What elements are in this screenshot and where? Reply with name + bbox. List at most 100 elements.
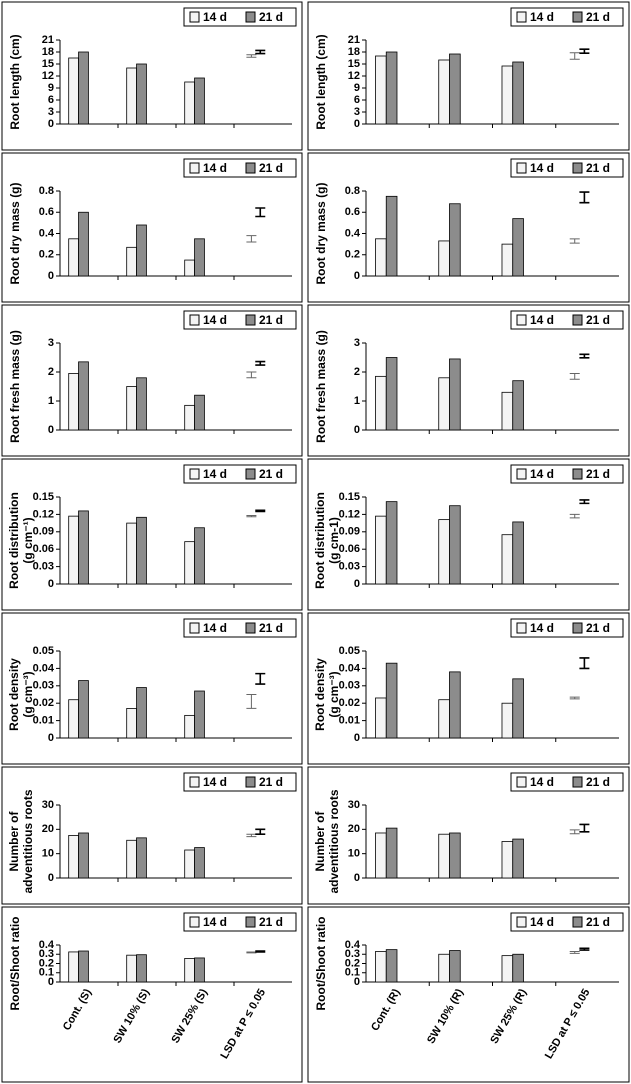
y-tick-label: 0.6 <box>345 206 360 218</box>
legend-swatch <box>245 11 256 23</box>
y-tick-label: 0.03 <box>339 680 360 692</box>
panel-border <box>307 612 630 765</box>
y-tick-label: 0.06 <box>33 543 54 555</box>
bar <box>136 516 147 585</box>
y-axis-label: adventitious roots <box>21 789 35 893</box>
legend-swatch <box>572 162 583 174</box>
bar <box>68 57 79 125</box>
legend-swatch <box>516 776 527 788</box>
bar <box>184 404 195 431</box>
y-tick-label: 0.02 <box>339 697 360 709</box>
legend-label: 14 d <box>203 621 227 635</box>
y-tick-label: 1 <box>354 395 360 407</box>
y-tick-label: 21 <box>42 34 54 46</box>
y-axis-label: Root length (cm) <box>8 34 22 129</box>
bar <box>385 949 398 983</box>
chart-panel: 14 d 21 d Root density (g cm⁻³) 0 0.01 0.02 0.0… <box>1 612 303 765</box>
legend-swatch <box>189 314 200 326</box>
bar <box>375 515 387 585</box>
bar <box>136 837 147 879</box>
legend-label: 14 d <box>530 775 554 789</box>
legend-swatch <box>245 314 256 326</box>
bar <box>126 839 137 879</box>
y-tick-label: 0.02 <box>33 697 54 709</box>
y-tick-label: 12 <box>42 70 54 82</box>
y-tick-label: 12 <box>348 70 360 82</box>
bar <box>449 671 461 739</box>
legend-swatch <box>516 468 527 480</box>
y-axis-label: adventitious roots <box>327 789 341 893</box>
legend-box <box>510 7 624 27</box>
error-bar <box>246 371 257 379</box>
error-bar <box>246 833 257 838</box>
y-tick-label: 0.3 <box>39 948 54 960</box>
y-tick-label: 0 <box>354 424 360 436</box>
y-tick-label: 20 <box>42 823 54 835</box>
legend-label: 21 d <box>259 161 283 175</box>
legend-box <box>183 618 297 638</box>
legend-label: 21 d <box>586 621 610 635</box>
bar <box>438 833 450 879</box>
bar <box>501 702 514 739</box>
bar <box>136 954 147 983</box>
bar <box>68 835 79 879</box>
bar <box>136 377 147 431</box>
legend-label: 14 d <box>203 10 227 24</box>
legend-box <box>183 912 297 932</box>
y-tick-label: 0.03 <box>33 561 54 573</box>
legend-swatch <box>189 622 200 634</box>
bar <box>78 950 89 983</box>
legend-swatch <box>245 776 256 788</box>
legend-swatch <box>516 11 527 23</box>
y-tick-label: 0.05 <box>339 645 360 657</box>
panel-border <box>1 152 303 303</box>
legend-label: 21 d <box>586 10 610 24</box>
legend-label: 21 d <box>586 775 610 789</box>
bar <box>78 510 89 585</box>
legend-label: 21 d <box>259 621 283 635</box>
y-tick-label: 0 <box>48 424 54 436</box>
legend-swatch <box>572 622 583 634</box>
error-bar <box>579 499 590 505</box>
bar <box>78 211 89 277</box>
legend-swatch <box>516 314 527 326</box>
bar <box>126 386 137 431</box>
y-tick-label: 0.4 <box>39 939 55 951</box>
y-tick-label: 0 <box>354 872 360 884</box>
bar <box>136 63 147 125</box>
bar <box>375 697 387 739</box>
bar <box>449 832 461 879</box>
y-tick-label: 0.04 <box>339 662 361 674</box>
y-tick-label: 10 <box>42 848 54 860</box>
y-tick-label: 0.03 <box>33 680 54 692</box>
error-bar <box>255 672 266 685</box>
legend-box <box>510 618 624 638</box>
error-bar <box>255 207 266 218</box>
y-tick-label: 0 <box>48 578 54 590</box>
y-tick-label: 0 <box>48 270 54 282</box>
panel-border <box>1 458 303 611</box>
bar <box>449 203 461 277</box>
legend-box <box>510 158 624 178</box>
bar <box>375 238 387 277</box>
y-tick-label: 0.12 <box>33 508 54 520</box>
y-tick-label: 0.2 <box>39 249 54 261</box>
bar <box>501 955 514 983</box>
y-tick-label: 0.04 <box>33 662 55 674</box>
bar <box>512 953 524 983</box>
legend-box <box>183 310 297 330</box>
y-tick-label: 2 <box>354 366 360 378</box>
y-tick-label: 0.1 <box>345 967 360 979</box>
bar <box>512 218 524 277</box>
legend-label: 21 d <box>586 915 610 929</box>
y-tick-label: 15 <box>42 58 54 70</box>
bar <box>126 522 137 585</box>
y-tick-label: 9 <box>48 82 54 94</box>
legend-swatch <box>516 622 527 634</box>
bar <box>136 224 147 277</box>
bar <box>184 958 195 983</box>
y-tick-label: 0.4 <box>345 939 361 951</box>
chart-panel: 14 d 21 d Root density (g cm⁻³) 0 0.01 0.02 0.0… <box>307 612 630 765</box>
